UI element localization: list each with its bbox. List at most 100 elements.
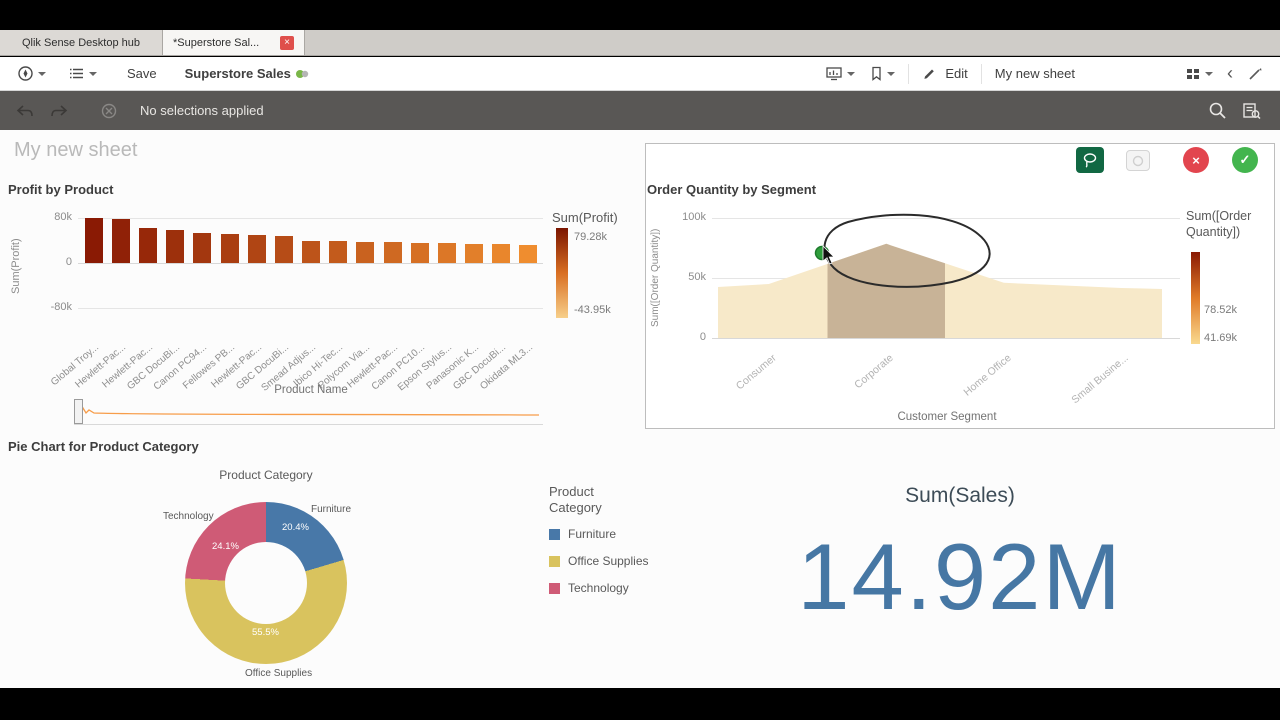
pie-legend-title: Product Category [549, 484, 602, 516]
sheet-name[interactable]: My new sheet [988, 60, 1082, 88]
chevron-down-icon [847, 71, 856, 76]
navigator-handle[interactable] [74, 399, 83, 424]
search-icon [1209, 102, 1226, 119]
bar[interactable] [492, 243, 511, 263]
edit-button-label: Edit [945, 66, 968, 81]
legend-item[interactable]: Furniture [549, 527, 649, 541]
edit-button[interactable]: Edit [915, 60, 974, 88]
pie-chart-title: Pie Chart for Product Category [8, 439, 199, 454]
bar[interactable] [111, 219, 130, 263]
selections-status-text: No selections applied [140, 103, 264, 118]
step-forward-icon [51, 104, 68, 116]
previous-sheet-button[interactable]: ‹ [1220, 60, 1240, 88]
sheet-list-button[interactable] [1178, 60, 1220, 88]
profit-xlabels: Global Troy... Hewlett-Pac... Hewlett-Pac.… [49, 336, 542, 394]
y-tick: 80k [54, 211, 72, 223]
chevron-down-icon [1205, 71, 1213, 76]
annotate-pen-button[interactable] [1240, 60, 1270, 88]
bar[interactable] [247, 234, 266, 263]
sheet-title-heading: My new sheet [14, 139, 138, 161]
bar[interactable] [302, 240, 320, 263]
bar[interactable] [356, 241, 375, 263]
y-tick: -80k [50, 301, 72, 313]
legend-item[interactable]: Office Supplies [549, 554, 649, 568]
bookmarks-button[interactable] [862, 60, 902, 88]
confirm-selection-button[interactable]: ✓ [1232, 147, 1258, 173]
bar[interactable] [220, 234, 239, 263]
toolbar-separator [908, 63, 910, 84]
segment-area-chart[interactable] [710, 210, 1180, 340]
profit-x-axis-title: Product Name [274, 384, 348, 396]
donut-ring[interactable] [185, 502, 347, 664]
profit-legend-min: -43.95k [574, 304, 611, 316]
legend-swatch [549, 582, 560, 594]
tab-app[interactable]: *Superstore Sal... × [163, 30, 305, 55]
toggle-selection-button[interactable] [1126, 150, 1150, 171]
bar[interactable] [383, 242, 402, 263]
tab-close-button[interactable]: × [280, 35, 294, 50]
cancel-selection-button[interactable]: × [1183, 147, 1209, 173]
segment-legend-max: 78.52k [1204, 304, 1238, 316]
sheet-name-label: My new sheet [994, 66, 1075, 81]
pen-icon [1249, 67, 1262, 80]
profit-chart-title: Profit by Product [8, 182, 114, 197]
profit-legend-title: Sum(Profit) [552, 210, 618, 225]
step-back-button[interactable] [8, 96, 42, 126]
segment-x-axis-title: Customer Segment [897, 411, 997, 423]
legend-swatch [549, 555, 560, 567]
navigator-sparkline [77, 402, 540, 420]
profit-bars-plot[interactable] [80, 218, 542, 308]
bar[interactable] [84, 218, 103, 263]
lasso-tool-button[interactable] [1076, 147, 1104, 173]
save-button[interactable]: Save [120, 60, 164, 88]
bar[interactable] [410, 242, 429, 264]
selections-tool-icon [1242, 102, 1261, 119]
chevron-left-icon: ‹ [1227, 63, 1233, 83]
app-overview-button[interactable] [818, 60, 862, 88]
profit-legend-max: 79.28k [574, 231, 608, 243]
slice-callout-label: Office Supplies [245, 668, 313, 679]
bar[interactable] [519, 244, 538, 263]
clear-selections-icon [101, 103, 117, 118]
legend-item-label: Office Supplies [568, 554, 649, 568]
segment-legend-min: 41.69k [1204, 332, 1238, 344]
chevron-down-icon [38, 71, 46, 76]
segment-chart-title: Order Quantity by Segment [647, 182, 817, 197]
bar[interactable] [465, 243, 484, 263]
area-selected-region[interactable] [827, 243, 946, 338]
gridline [78, 308, 543, 309]
smart-search-button[interactable] [1200, 96, 1234, 126]
profit-legend-gradient [556, 228, 568, 318]
selections-tool-button[interactable] [1234, 96, 1268, 126]
gridline-zero [712, 338, 1180, 339]
clear-selections-button[interactable] [92, 96, 126, 126]
bar[interactable] [274, 236, 293, 263]
step-forward-button[interactable] [42, 96, 76, 126]
tab-app-label: *Superstore Sal... [173, 36, 260, 49]
kpi-value: 14.92M [797, 524, 1123, 629]
bar[interactable] [329, 241, 348, 263]
tab-hub[interactable]: Qlik Sense Desktop hub [0, 30, 163, 55]
bar[interactable] [166, 230, 185, 263]
profit-y-axis-title: Sum(Profit) [10, 238, 22, 294]
compass-icon [18, 66, 33, 81]
bar[interactable] [437, 243, 456, 263]
bar[interactable] [138, 228, 157, 263]
y-tick: 50k [688, 271, 706, 283]
step-back-icon [16, 104, 33, 116]
grid-icon [1187, 68, 1199, 79]
segment-xlabels: Consumer Corporate Home Office Small Busine… [712, 346, 1182, 406]
app-options-button[interactable] [61, 60, 104, 88]
chart-range-navigator[interactable] [74, 399, 543, 425]
legend-item[interactable]: Technology [549, 581, 649, 595]
selections-bar: No selections applied [0, 91, 1280, 130]
letterbox-bottom [0, 688, 1280, 720]
app-title-label: Superstore Sales [184, 66, 291, 81]
navigation-menu-button[interactable] [10, 60, 53, 88]
save-button-label: Save [127, 66, 157, 81]
bar[interactable] [193, 232, 212, 263]
gridline-zero [78, 263, 543, 264]
toggle-selection-icon [1132, 155, 1144, 166]
app-title: Superstore Sales [178, 60, 316, 88]
